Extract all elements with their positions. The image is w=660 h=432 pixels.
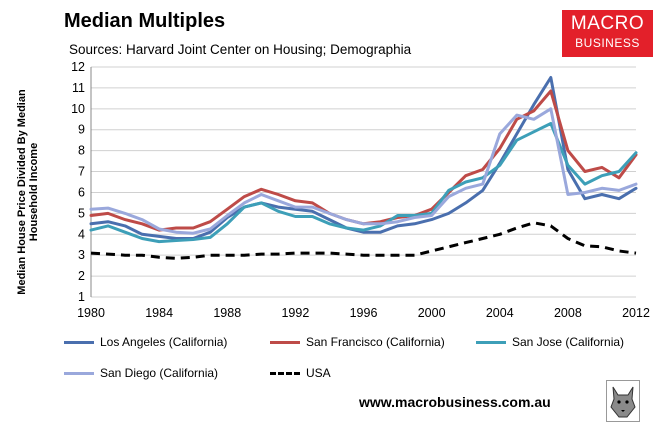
series-line-san-francisco-california bbox=[89, 89, 638, 232]
y-tick-label: 3 bbox=[78, 248, 85, 262]
legend-swatch bbox=[64, 340, 94, 344]
legend-item: Los Angeles (California) bbox=[64, 335, 227, 349]
legend-item: San Jose (California) bbox=[476, 335, 624, 349]
chart-subtitle: Sources: Harvard Joint Center on Housing… bbox=[69, 42, 412, 57]
x-tick-label: 2012 bbox=[622, 306, 650, 320]
legend-label: San Diego (California) bbox=[100, 366, 219, 380]
y-tick-label: 11 bbox=[72, 81, 85, 95]
x-tick-label: 1984 bbox=[145, 306, 173, 320]
logo-line-2: BUSINESS bbox=[575, 36, 640, 50]
legend-label: San Francisco (California) bbox=[306, 335, 445, 349]
y-tick-label: 6 bbox=[78, 185, 85, 199]
y-tick-label: 12 bbox=[71, 60, 85, 74]
y-tick-label: 2 bbox=[78, 269, 85, 283]
legend-item: San Diego (California) bbox=[64, 366, 218, 380]
series-line-los-angeles-california bbox=[89, 76, 638, 240]
x-tick-label: 2004 bbox=[486, 306, 514, 320]
website-url[interactable]: www.macrobusiness.com.au bbox=[359, 394, 551, 410]
chart-title: Median Multiples bbox=[64, 10, 226, 32]
x-tick-label: 2000 bbox=[418, 306, 446, 320]
legend-label: USA bbox=[306, 366, 331, 380]
logo-line-1: MACRO bbox=[570, 13, 645, 34]
legend-label: Los Angeles (California) bbox=[100, 335, 228, 349]
x-tick-label: 1980 bbox=[77, 306, 105, 320]
x-tick-label: 1992 bbox=[281, 306, 309, 320]
x-tick-label: 2008 bbox=[554, 306, 582, 320]
y-tick-label: 8 bbox=[78, 144, 85, 158]
macrobusiness-logo: MACRO BUSINESS bbox=[562, 10, 653, 57]
y-tick-label: 10 bbox=[71, 102, 85, 116]
legend-swatch bbox=[476, 340, 506, 344]
series-line-san-jose-california bbox=[89, 122, 638, 244]
wolf-logo-icon bbox=[606, 380, 640, 422]
y-tick-label: 4 bbox=[78, 227, 85, 241]
legend-swatch bbox=[64, 371, 94, 375]
legend-item: San Francisco (California) bbox=[270, 335, 445, 349]
series-line-usa bbox=[90, 221, 637, 260]
y-tick-label: 5 bbox=[78, 206, 85, 220]
legend-swatch bbox=[270, 371, 300, 375]
y-tick-label: 7 bbox=[78, 165, 85, 179]
x-tick-label: 1996 bbox=[350, 306, 378, 320]
legend-label: San Jose (California) bbox=[512, 335, 625, 349]
y-tick-label: 9 bbox=[78, 123, 85, 137]
x-tick-label: 1988 bbox=[213, 306, 241, 320]
legend-item: USA bbox=[270, 366, 331, 380]
y-tick-label: 1 bbox=[78, 290, 85, 304]
series-line-san-diego-california bbox=[89, 107, 638, 235]
legend-swatch bbox=[270, 340, 300, 344]
